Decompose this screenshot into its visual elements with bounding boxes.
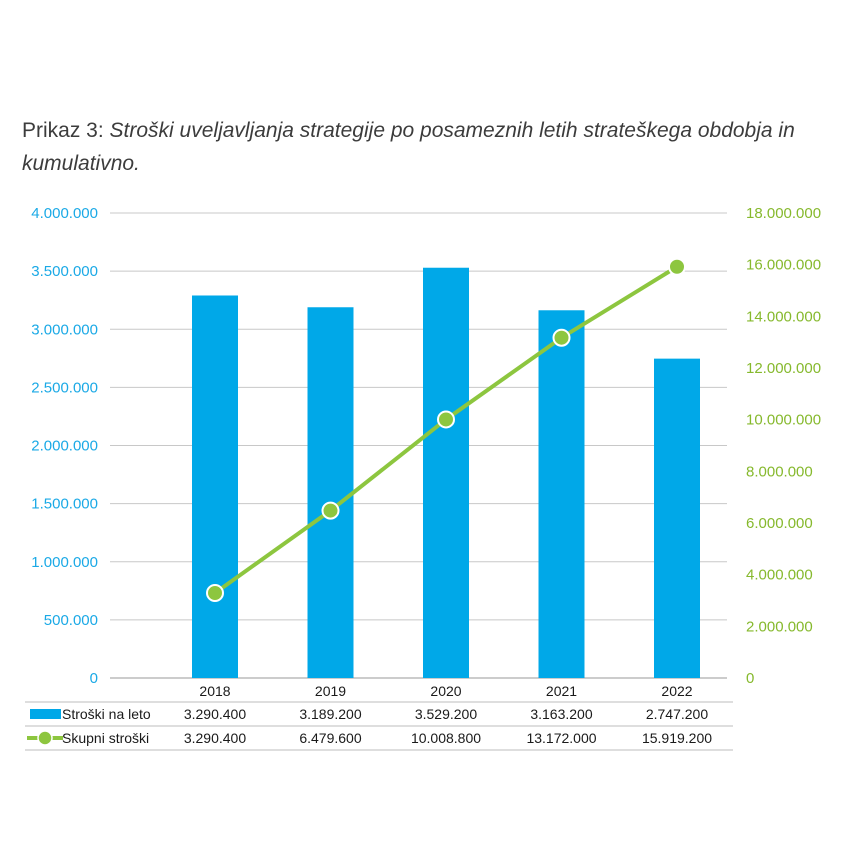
y-right-tick-label: 16.000.000 [746,257,821,274]
legend-label: Skupni stroški [62,730,149,746]
table-cell: 3.290.400 [184,730,246,746]
line-point [206,583,224,602]
y-left-tick-label: 1.000.000 [31,554,98,571]
x-tick-label: 2018 [199,683,230,699]
y-left-tick-label: 4.000.000 [31,205,98,222]
bar [654,358,700,678]
line-point [552,328,571,347]
line-point [321,501,340,520]
x-tick-label: 2020 [430,683,461,699]
x-tick-label: 2021 [546,683,577,699]
table-cell: 3.189.200 [299,706,361,722]
y-right-tick-label: 12.000.000 [746,360,821,377]
table-cell: 15.919.200 [642,730,712,746]
y-right-tick-label: 6.000.000 [746,515,813,532]
x-tick-label: 2019 [315,683,346,699]
legend-label: Stroški na leto [62,706,151,722]
y-left-tick-label: 500.000 [44,612,98,629]
line-point [668,257,686,276]
legend-swatch-marker [37,730,53,746]
chart-title: Prikaz 3: Stroški uveljavljanja strategi… [22,114,802,180]
chart-title-text: Stroški uveljavljanja strategije po posa… [22,119,795,175]
table-cell: 3.163.200 [530,706,592,722]
y-right-tick-label: 18.000.000 [746,205,821,222]
y-right-tick-label: 10.000.000 [746,412,821,429]
table-cell: 6.479.600 [299,730,361,746]
bar [538,310,585,678]
x-tick-label: 2022 [661,683,692,699]
bar [423,267,469,678]
y-right-tick-label: 2.000.000 [746,618,813,635]
chart-title-lead: Prikaz 3: [22,119,110,142]
bar [192,295,238,678]
y-left-tick-label: 1.500.000 [31,496,98,513]
table-cell: 13.172.000 [526,730,596,746]
y-left-tick-label: 0 [90,670,98,687]
y-right-tick-label: 0 [746,670,754,687]
y-right-tick-label: 8.000.000 [746,463,813,480]
bar [307,307,354,678]
y-right-tick-label: 4.000.000 [746,567,813,584]
y-left-tick-label: 3.500.000 [31,263,98,280]
y-left-tick-label: 2.500.000 [31,379,98,396]
y-right-tick-label: 14.000.000 [746,308,821,325]
table-cell: 3.529.200 [415,706,477,722]
y-left-tick-label: 3.000.000 [31,321,98,338]
line-point [437,410,455,429]
y-left-tick-label: 2.000.000 [31,438,98,455]
table-cell: 3.290.400 [184,706,246,722]
legend-swatch-bar [30,709,61,719]
table-cell: 10.008.800 [411,730,481,746]
table-cell: 2.747.200 [646,706,708,722]
